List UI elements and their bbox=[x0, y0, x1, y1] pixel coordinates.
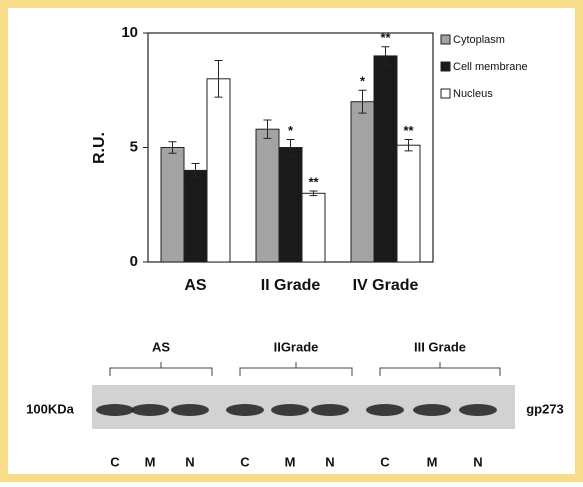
bar bbox=[351, 102, 374, 262]
bar bbox=[302, 193, 325, 262]
x-tick-label: II Grade bbox=[261, 277, 321, 294]
group-label: III Grade bbox=[414, 339, 466, 354]
y-tick-label: 10 bbox=[121, 24, 138, 41]
lane-label: M bbox=[145, 454, 156, 469]
band bbox=[171, 404, 209, 416]
bar bbox=[374, 56, 397, 262]
legend-label: Nucleus bbox=[453, 88, 493, 100]
bar bbox=[397, 145, 420, 262]
y-axis-label: R.U. bbox=[91, 132, 108, 164]
legend-label: Cytoplasm bbox=[453, 34, 505, 46]
band bbox=[96, 404, 134, 416]
y-tick-label: 5 bbox=[130, 138, 138, 155]
lane-label: N bbox=[325, 454, 334, 469]
figure: R.U. 100KDa gp273 0510ASII Grade***IV Gr… bbox=[0, 0, 583, 482]
marker-label: 100KDa bbox=[26, 401, 74, 416]
band bbox=[226, 404, 264, 416]
significance-marker: ** bbox=[380, 30, 391, 45]
legend-swatch bbox=[441, 62, 450, 71]
bar bbox=[279, 148, 302, 263]
bar bbox=[207, 79, 230, 262]
legend-label: Cell membrane bbox=[453, 61, 528, 73]
significance-marker: ** bbox=[403, 123, 414, 138]
lane-label: M bbox=[427, 454, 438, 469]
bar bbox=[161, 148, 184, 263]
lane-label: N bbox=[473, 454, 482, 469]
bar bbox=[256, 129, 279, 262]
band bbox=[459, 404, 497, 416]
band bbox=[311, 404, 349, 416]
band bbox=[271, 404, 309, 416]
band bbox=[366, 404, 404, 416]
bar bbox=[184, 170, 207, 262]
legend-swatch bbox=[441, 35, 450, 44]
x-tick-label: AS bbox=[184, 277, 207, 294]
lane-label: C bbox=[380, 454, 390, 469]
lane-label: C bbox=[110, 454, 120, 469]
lane-label: M bbox=[285, 454, 296, 469]
group-label: IIGrade bbox=[274, 339, 319, 354]
significance-marker: ** bbox=[308, 174, 319, 189]
x-tick-label: IV Grade bbox=[353, 277, 419, 294]
protein-label: gp273 bbox=[526, 401, 564, 416]
lane-label: C bbox=[240, 454, 250, 469]
lane-label: N bbox=[185, 454, 194, 469]
band bbox=[413, 404, 451, 416]
y-tick-label: 0 bbox=[130, 253, 138, 270]
legend-swatch bbox=[441, 89, 450, 98]
band bbox=[131, 404, 169, 416]
group-label: AS bbox=[152, 339, 170, 354]
